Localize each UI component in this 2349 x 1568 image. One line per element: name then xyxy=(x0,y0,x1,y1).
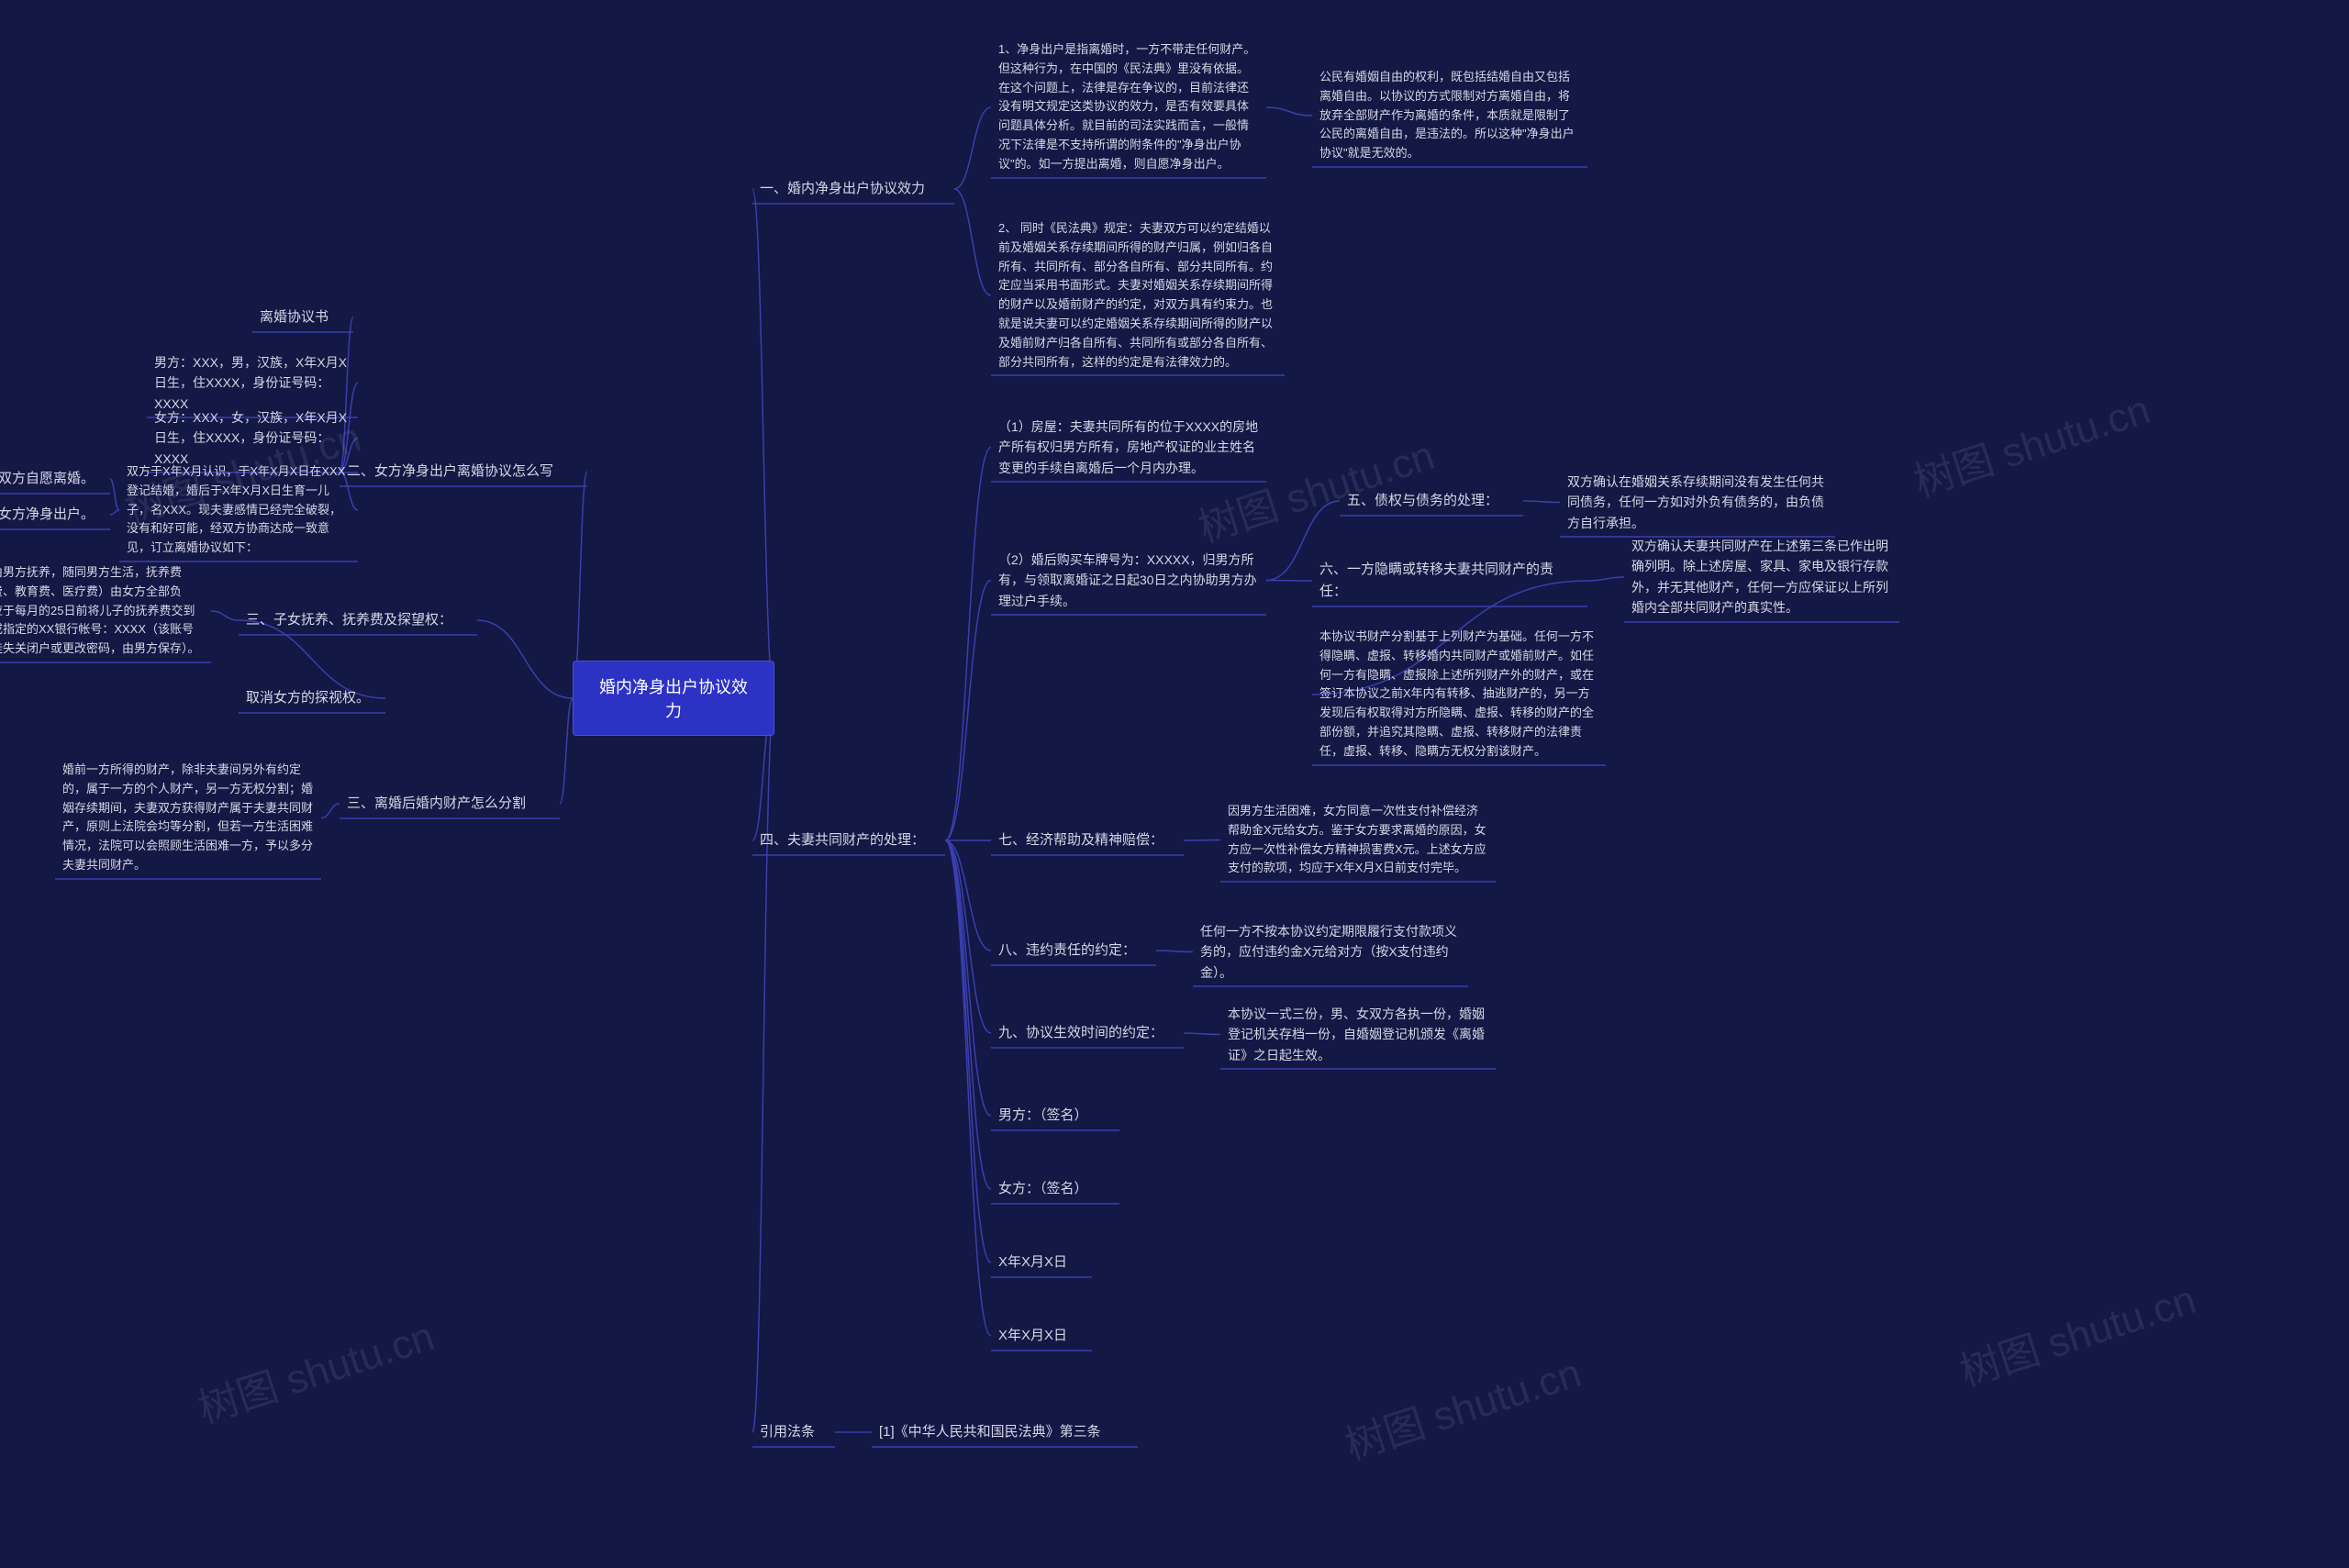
mindmap-node[interactable]: （1）房屋：夫妻共同所有的位于XXXX的房地产所有权归男方所有，房地产权证的业主… xyxy=(991,413,1266,482)
mindmap-node[interactable]: 本协议一式三份，男、女双方各执一份，婚姻登记机关存档一份，自婚姻登记机颁发《离婚… xyxy=(1220,1000,1496,1069)
mindmap-node[interactable]: 双方确认在婚姻关系存续期间没有发生任何共同债务，任何一方如对外负有债务的，由负债… xyxy=(1560,468,1835,537)
mindmap-node[interactable]: 八、违约责任的约定： xyxy=(991,936,1156,965)
mindmap-node[interactable]: 本协议书财产分割基于上列财产为基础。任何一方不得隐瞒、虚报、转移婚内共同财产或婚… xyxy=(1312,624,1606,765)
mindmap-node[interactable]: X年X月X日 xyxy=(991,1321,1092,1351)
node-label: 三、离婚后婚内财产怎么分割 xyxy=(347,795,526,811)
mindmap-node[interactable]: 一、男女双方自愿离婚。 xyxy=(0,464,110,494)
watermark: 树图 shutu.cn xyxy=(1337,1340,1587,1471)
mindmap-node[interactable]: 公民有婚姻自由的权利，既包括结婚自由又包括离婚自由。以协议的方式限制对方离婚自由… xyxy=(1312,64,1587,167)
node-label: 2、 同时《民法典》规定：夫妻双方可以约定结婚以前及婚姻关系存续期间所得的财产归… xyxy=(998,221,1273,369)
node-label: 儿子XXX由男方抚养，随同男方生活，抚养费（含托管费、教育费、医疗费）由女方全部… xyxy=(0,565,200,655)
mindmap-node[interactable]: 五、债权与债务的处理： xyxy=(1340,486,1523,516)
node-label: 因男方生活困难，女方同意一次性支付补偿经济帮助金X元给女方。鉴于女方要求离婚的原… xyxy=(1228,804,1486,874)
node-label: 一、婚内净身出户协议效力 xyxy=(760,181,925,196)
node-label: （1）房屋：夫妻共同所有的位于XXXX的房地产所有权归男方所有，房地产权证的业主… xyxy=(998,419,1258,475)
mindmap-node[interactable]: 引用法条 xyxy=(752,1418,835,1447)
mindmap-node[interactable]: 离婚协议书 xyxy=(252,303,353,332)
node-label: 女方：XXX，女，汉族，X年X月X日生，住XXXX，身份证号码：XXXX xyxy=(154,410,347,466)
node-label: 本协议一式三份，男、女双方各执一份，婚姻登记机关存档一份，自婚姻登记机颁发《离婚… xyxy=(1228,1006,1485,1062)
node-label: 四、夫妻共同财产的处理： xyxy=(760,832,925,848)
mindmap-node[interactable]: 九、协议生效时间的约定： xyxy=(991,1018,1184,1048)
mindmap-node[interactable]: 1、净身出户是指离婚时，一方不带走任何财产。但这种行为，在中国的《民法典》里没有… xyxy=(991,37,1266,178)
node-label: 男方：XXX，男，汉族，X年X月X日生，住XXXX，身份证号码：XXXX xyxy=(154,355,347,411)
mindmap-node[interactable]: 七、经济帮助及精神赔偿： xyxy=(991,826,1184,855)
node-label: 二、女方净身出户离婚协议怎么写 xyxy=(347,463,553,479)
node-label: 双方确认夫妻共同财产在上述第三条已作出明确列明。除上述房屋、家具、家电及银行存款… xyxy=(1631,539,1888,615)
node-label: 公民有婚姻自由的权利，既包括结婚自由又包括离婚自由。以协议的方式限制对方离婚自由… xyxy=(1319,70,1575,160)
mindmap-node[interactable]: 因男方生活困难，女方同意一次性支付补偿经济帮助金X元给女方。鉴于女方要求离婚的原… xyxy=(1220,798,1496,882)
mindmap-node[interactable]: 四、夫妻共同财产的处理： xyxy=(752,826,945,855)
node-label: 九、协议生效时间的约定： xyxy=(998,1025,1163,1040)
mindmap-node[interactable]: 女方：（签名） xyxy=(991,1174,1119,1204)
mindmap-node[interactable]: 取消女方的探视权。 xyxy=(239,684,385,713)
node-label: 双方确认在婚姻关系存续期间没有发生任何共同债务，任何一方如对外负有债务的，由负债… xyxy=(1567,474,1824,530)
node-label: 七、经济帮助及精神赔偿： xyxy=(998,832,1163,848)
node-label: 三、子女抚养、抚养费及探望权： xyxy=(246,612,452,628)
mindmap-node[interactable]: 三、离婚后婚内财产怎么分割 xyxy=(340,789,560,818)
watermark: 树图 shutu.cn xyxy=(1906,376,2156,507)
node-label: 五、债权与债务的处理： xyxy=(1347,493,1498,508)
node-label: 1、净身出户是指离婚时，一方不带走任何财产。但这种行为，在中国的《民法典》里没有… xyxy=(998,42,1255,171)
mindmap-node[interactable]: [1]《中华人民共和国民法典》第三条 xyxy=(872,1418,1138,1447)
node-label: 八、违约责任的约定： xyxy=(998,942,1136,958)
mindmap-node[interactable]: 2、 同时《民法典》规定：夫妻双方可以约定结婚以前及婚姻关系存续期间所得的财产归… xyxy=(991,216,1285,375)
mindmap-node[interactable]: 三、子女抚养、抚养费及探望权： xyxy=(239,606,477,635)
watermark: 树图 shutu.cn xyxy=(1952,1266,2202,1397)
node-label: 离婚协议书 xyxy=(260,309,328,325)
mindmap-node[interactable]: 双方于X年X月认识，于X年X月X日在XXX登记结婚，婚后于X年X月X日生育一儿子… xyxy=(119,459,358,562)
mindmap-node[interactable]: 儿子XXX由男方抚养，随同男方生活，抚养费（含托管费、教育费、医疗费）由女方全部… xyxy=(0,560,211,662)
mindmap-node[interactable]: （2）婚后购买车牌号为：XXXXX，归男方所有，与领取离婚证之日起30日之内协助… xyxy=(991,546,1266,615)
node-label: X年X月X日 xyxy=(998,1254,1067,1270)
node-label: 二、女方净身出户。 xyxy=(0,506,95,522)
mindmap-node[interactable]: 一、婚内净身出户协议效力 xyxy=(752,174,954,204)
mindmap-node[interactable]: 六、一方隐瞒或转移夫妻共同财产的责任： xyxy=(1312,555,1587,606)
node-label: X年X月X日 xyxy=(998,1328,1067,1343)
root-node[interactable]: 婚内净身出户协议效力 xyxy=(573,661,774,736)
mindmap-node[interactable]: 二、女方净身出户离婚协议怎么写 xyxy=(340,457,587,486)
node-label: 婚前一方所得的财产，除非夫妻间另外有约定的，属于一方的个人财产，另一方无权分割；… xyxy=(62,762,313,872)
node-label: 任何一方不按本协议约定期限履行支付款项义务的，应付违约金X元给对方（按X支付违约… xyxy=(1200,924,1457,980)
node-label: 男方：（签名） xyxy=(998,1107,1088,1123)
node-label: 取消女方的探视权。 xyxy=(246,690,370,706)
mindmap-node[interactable]: 双方确认夫妻共同财产在上述第三条已作出明确列明。除上述房屋、家具、家电及银行存款… xyxy=(1624,532,1899,622)
watermark: 树图 shutu.cn xyxy=(190,1303,440,1434)
node-label: （2）婚后购买车牌号为：XXXXX，归男方所有，与领取离婚证之日起30日之内协助… xyxy=(998,552,1257,608)
mindmap-node[interactable]: X年X月X日 xyxy=(991,1248,1092,1277)
node-label: 本协议书财产分割基于上列财产为基础。任何一方不得隐瞒、虚报、转移婚内共同财产或婚… xyxy=(1319,629,1594,758)
mindmap-node[interactable]: 男方：（签名） xyxy=(991,1101,1119,1130)
mindmap-node[interactable]: 二、女方净身出户。 xyxy=(0,500,110,529)
mindmap-node[interactable]: 任何一方不按本协议约定期限履行支付款项义务的，应付违约金X元给对方（按X支付违约… xyxy=(1193,917,1468,986)
root-label: 婚内净身出户协议效力 xyxy=(599,678,748,720)
node-label: [1]《中华人民共和国民法典》第三条 xyxy=(879,1424,1101,1440)
node-label: 引用法条 xyxy=(760,1424,815,1440)
node-label: 一、男女双方自愿离婚。 xyxy=(0,471,95,486)
mindmap-node[interactable]: 婚前一方所得的财产，除非夫妻间另外有约定的，属于一方的个人财产，另一方无权分割；… xyxy=(55,757,321,879)
node-label: 双方于X年X月认识，于X年X月X日在XXX登记结婚，婚后于X年X月X日生育一儿子… xyxy=(127,464,345,554)
node-label: 女方：（签名） xyxy=(998,1181,1088,1196)
node-label: 六、一方隐瞒或转移夫妻共同财产的责任： xyxy=(1319,562,1553,599)
